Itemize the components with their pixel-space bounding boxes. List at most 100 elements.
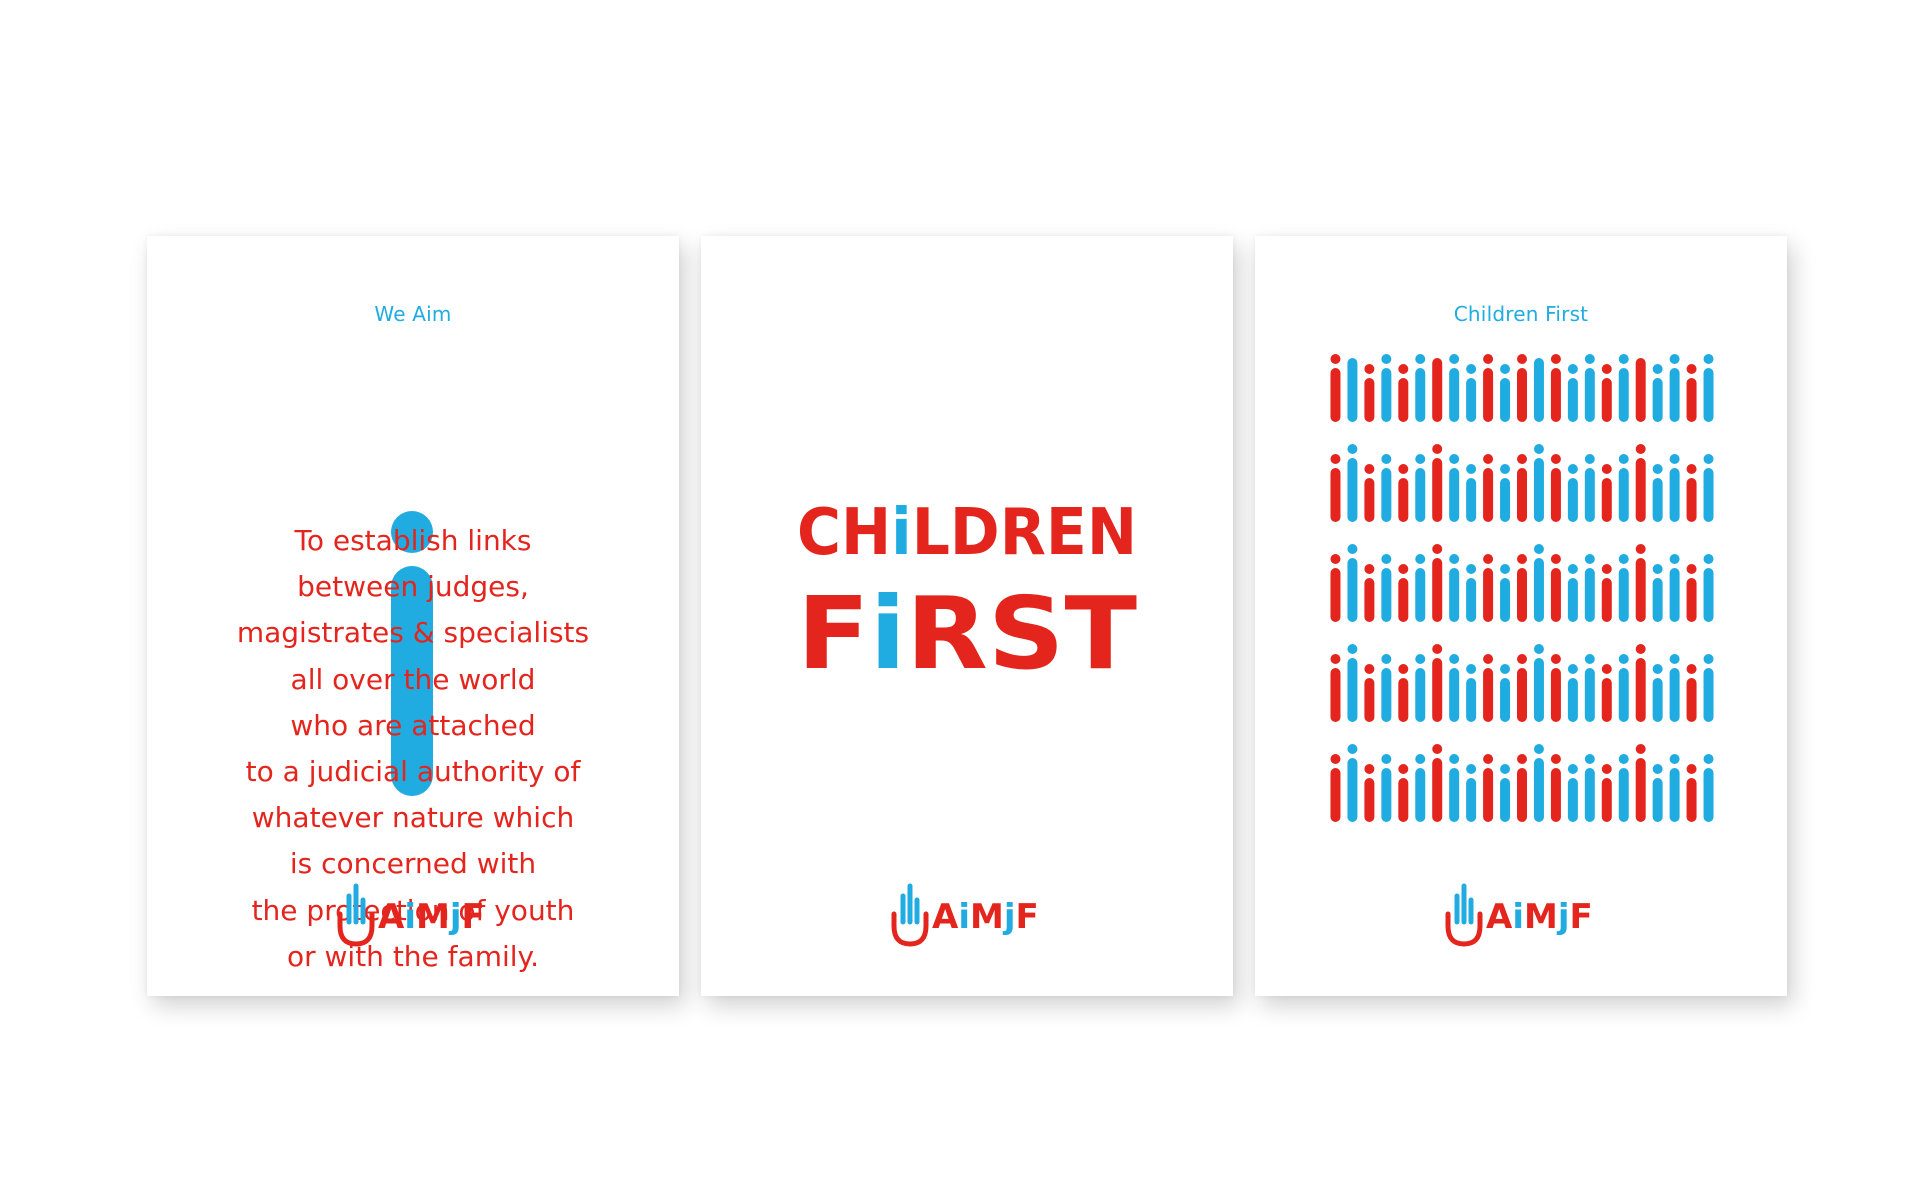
child-figure-icon <box>1584 354 1595 422</box>
child-figure-icon <box>1686 564 1697 622</box>
child-figure-icon <box>1483 554 1494 622</box>
child-figure-icon <box>1381 554 1392 622</box>
child-figure-icon <box>1686 364 1697 422</box>
child-figure-icon <box>1466 764 1477 822</box>
child-figure-icon <box>1347 644 1358 722</box>
aim-line: to a judicial authority of <box>245 755 581 789</box>
child-figure-icon <box>1669 754 1680 822</box>
child-figure-icon <box>1584 454 1595 522</box>
children-first-wordmark: CHiLDREN FiRST <box>797 496 1137 680</box>
child-figure-icon <box>1432 444 1443 522</box>
child-figure-icon <box>1330 654 1341 722</box>
child-figure-icon <box>1703 454 1714 522</box>
child-figure-icon <box>1533 358 1544 422</box>
poster-children-first-pattern: Children First AiMjF <box>1255 236 1787 996</box>
child-figure-icon <box>1703 754 1714 822</box>
child-figure-icon <box>1364 564 1375 622</box>
child-figure-icon <box>1533 644 1544 722</box>
child-figure-icon <box>1364 364 1375 422</box>
child-figure-icon <box>1449 654 1460 722</box>
child-figure-icon <box>1601 364 1612 422</box>
child-figure-icon <box>1703 354 1714 422</box>
aim-line: is concerned with <box>289 847 537 881</box>
title-line-children: CHiLDREN <box>797 496 1137 570</box>
child-figure-icon <box>1517 654 1527 722</box>
child-figure-icon <box>1330 554 1341 622</box>
child-figure-icon <box>1550 754 1561 822</box>
child-figure-icon <box>1415 754 1426 822</box>
aim-line: or with the family. <box>286 939 540 973</box>
child-figure-icon <box>1398 764 1409 822</box>
child-figure-icon <box>1398 564 1409 622</box>
child-figure-icon <box>1618 354 1629 422</box>
child-figure-icon <box>1517 354 1527 422</box>
child-figure-icon <box>1483 654 1494 722</box>
child-figure-icon <box>1517 454 1527 522</box>
aimjf-logo: AiMjF <box>1445 883 1593 947</box>
child-figure-icon <box>1635 544 1646 622</box>
child-figure-icon <box>1364 464 1375 522</box>
child-figure-icon <box>1432 744 1443 822</box>
child-figure-icon <box>1584 554 1595 622</box>
child-figure-icon <box>1415 454 1426 522</box>
child-figure-icon <box>1584 654 1595 722</box>
poster-we-aim: We Aim To establish links between judges… <box>147 236 679 996</box>
child-figure-icon <box>1703 654 1714 722</box>
hand-logo-icon <box>1445 883 1483 947</box>
child-figure-icon <box>1381 354 1392 422</box>
child-figure-icon <box>1601 664 1612 722</box>
child-figure-icon <box>1517 754 1527 822</box>
child-figure-icon <box>1584 754 1595 822</box>
child-figure-icon <box>1500 364 1511 422</box>
aim-line: To establish links <box>294 524 532 557</box>
aim-line: the protection of youth <box>251 893 575 927</box>
child-figure-icon <box>1449 354 1460 422</box>
poster-children-first-title: CHiLDREN FiRST AiMjF <box>701 236 1233 996</box>
child-figure-icon <box>1483 754 1494 822</box>
child-figure-icon <box>1686 464 1697 522</box>
logo-wordmark: AiMjF <box>1486 897 1593 937</box>
child-figure-icon <box>1686 664 1697 722</box>
child-figure-icon <box>1466 364 1477 422</box>
child-figure-icon <box>1398 364 1409 422</box>
hand-logo-icon <box>891 883 929 947</box>
child-figure-icon <box>1686 764 1697 822</box>
child-figure-icon <box>1381 454 1392 522</box>
child-figure-icon <box>1449 754 1460 822</box>
child-figure-icon <box>1635 444 1646 522</box>
child-figure-icon <box>1550 554 1561 622</box>
child-figure-icon <box>1398 464 1409 522</box>
logo-wordmark: AiMjF <box>932 897 1039 937</box>
aim-text: To establish links between judges, magis… <box>147 518 679 980</box>
child-figure-icon <box>1415 554 1426 622</box>
child-figure-icon <box>1703 554 1714 622</box>
child-figure-icon <box>1398 664 1409 722</box>
child-figure-icon <box>1669 354 1680 422</box>
child-figure-icon <box>1652 664 1663 722</box>
aim-line: between judges, <box>297 570 529 604</box>
child-figure-icon <box>1567 764 1578 822</box>
child-figure-icon <box>1669 654 1680 722</box>
child-figure-icon <box>1669 554 1680 622</box>
aim-statement: To establish links between judges, magis… <box>147 376 679 973</box>
child-figure-icon <box>1330 754 1341 822</box>
child-figure-icon <box>1567 664 1578 722</box>
child-figure-icon <box>1449 554 1460 622</box>
child-figure-icon <box>1500 464 1511 522</box>
child-figure-icon <box>1567 464 1578 522</box>
letter-i-icon <box>391 511 433 796</box>
child-figure-icon <box>1381 754 1392 822</box>
poster-heading: Children First <box>1453 302 1589 326</box>
child-figure-icon <box>1381 654 1392 722</box>
child-figure-icon <box>1347 544 1358 622</box>
child-figure-icon <box>1330 354 1341 422</box>
aimjf-logo: AiMjF <box>891 883 1039 947</box>
child-figure-icon <box>1364 764 1375 822</box>
child-figure-icon <box>1449 454 1460 522</box>
child-figure-icon <box>1567 364 1578 422</box>
child-figure-icon <box>1483 454 1494 522</box>
child-figure-icon <box>1652 464 1663 522</box>
child-figure-icon <box>1364 664 1375 722</box>
child-figure-icon <box>1415 654 1426 722</box>
child-figure-icon <box>1601 464 1612 522</box>
